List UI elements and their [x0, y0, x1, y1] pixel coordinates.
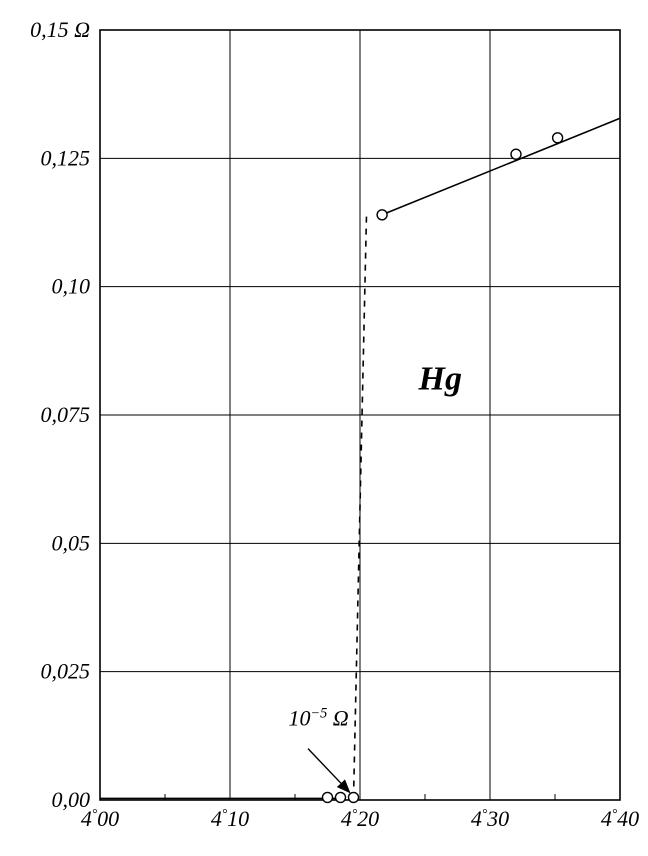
data-point: [553, 133, 563, 143]
x-tick-label: 4°20: [341, 806, 379, 831]
data-point: [323, 792, 333, 802]
resistance-chart: 4°004°104°204°304°400,000,0250,050,0750,…: [0, 0, 648, 856]
material-label: Hg: [418, 360, 462, 397]
y-tick-label: 0,025: [41, 659, 91, 684]
x-tick-label: 4°40: [601, 806, 639, 831]
y-tick-label: 0,10: [52, 274, 91, 299]
data-point: [511, 149, 521, 159]
data-point: [336, 792, 346, 802]
data-point: [377, 210, 387, 220]
y-tick-label: 0,075: [41, 402, 91, 427]
y-tick-label: 0,05: [52, 530, 91, 555]
y-tick-label: 0,15 Ω: [30, 17, 90, 42]
y-tick-label: 0,00: [52, 787, 91, 812]
x-tick-label: 4°10: [211, 806, 249, 831]
chart-bg: [0, 0, 648, 856]
x-tick-label: 4°30: [471, 806, 509, 831]
data-point: [349, 792, 359, 802]
y-tick-label: 0,125: [41, 145, 91, 170]
